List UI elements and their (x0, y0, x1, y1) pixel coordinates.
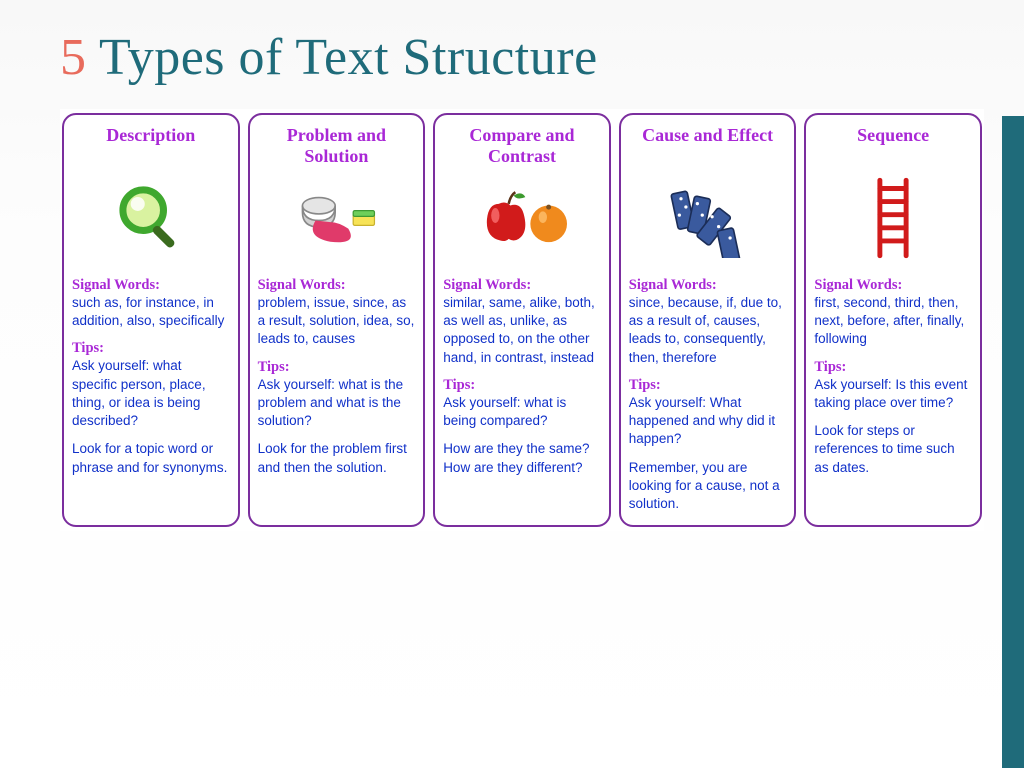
card-title: Sequence (814, 125, 972, 169)
tips-text: Ask yourself: what is being compared? (443, 394, 601, 430)
card-title: Problem and Solution (258, 125, 416, 169)
tips-label: Tips: (629, 377, 787, 394)
fruit-icon (443, 175, 601, 261)
cards-row: Description Signal Words: such as, for i… (60, 109, 984, 531)
title-text: Types of Text Structure (87, 29, 598, 86)
page-title: 5 Types of Text Structure (60, 28, 984, 87)
extra-text: Look for a topic word or phrase and for … (72, 440, 230, 476)
card-sequence: Sequence Signal Words: first, second, th… (804, 113, 982, 527)
dominoes-icon (629, 175, 787, 261)
card-cause-effect: Cause and Effect (619, 113, 797, 527)
signal-text: similar, same, alike, both, as well as, … (443, 294, 601, 367)
card-description: Description Signal Words: such as, for i… (62, 113, 240, 527)
card-title: Cause and Effect (629, 125, 787, 169)
signal-label: Signal Words: (629, 277, 787, 294)
title-number: 5 (60, 29, 87, 86)
tips-text: Ask yourself: what is the problem and wh… (258, 376, 416, 431)
tips-text: Ask yourself: what specific person, plac… (72, 357, 230, 430)
tips-label: Tips: (258, 359, 416, 376)
signal-text: problem, issue, since, as a result, solu… (258, 294, 416, 349)
signal-text: first, second, third, then, next, before… (814, 294, 972, 349)
card-title: Description (72, 125, 230, 169)
tips-label: Tips: (814, 359, 972, 376)
signal-label: Signal Words: (443, 277, 601, 294)
tips-text: Ask yourself: Is this event taking place… (814, 376, 972, 412)
accent-bar (1002, 116, 1024, 768)
slide: 5 Types of Text Structure Description Si… (0, 0, 1024, 551)
signal-text: such as, for instance, in addition, also… (72, 294, 230, 330)
card-problem-solution: Problem and Solution Signal Words: probl… (248, 113, 426, 527)
tips-text: Ask yourself: What happened and why did … (629, 394, 787, 449)
signal-label: Signal Words: (258, 277, 416, 294)
extra-text: Remember, you are looking for a cause, n… (629, 459, 787, 514)
ladder-icon (814, 175, 972, 261)
signal-text: since, because, if, due to, as a result … (629, 294, 787, 367)
extra-text: How are they the same? How are they diff… (443, 440, 601, 476)
card-title: Compare and Contrast (443, 125, 601, 169)
magnifier-icon (72, 175, 230, 261)
card-compare-contrast: Compare and Contrast Signal Words: simil… (433, 113, 611, 527)
signal-label: Signal Words: (72, 277, 230, 294)
extra-text: Look for steps or references to time suc… (814, 422, 972, 477)
tips-label: Tips: (443, 377, 601, 394)
paint-icon (258, 175, 416, 261)
tips-label: Tips: (72, 340, 230, 357)
signal-label: Signal Words: (814, 277, 972, 294)
extra-text: Look for the problem first and then the … (258, 440, 416, 476)
